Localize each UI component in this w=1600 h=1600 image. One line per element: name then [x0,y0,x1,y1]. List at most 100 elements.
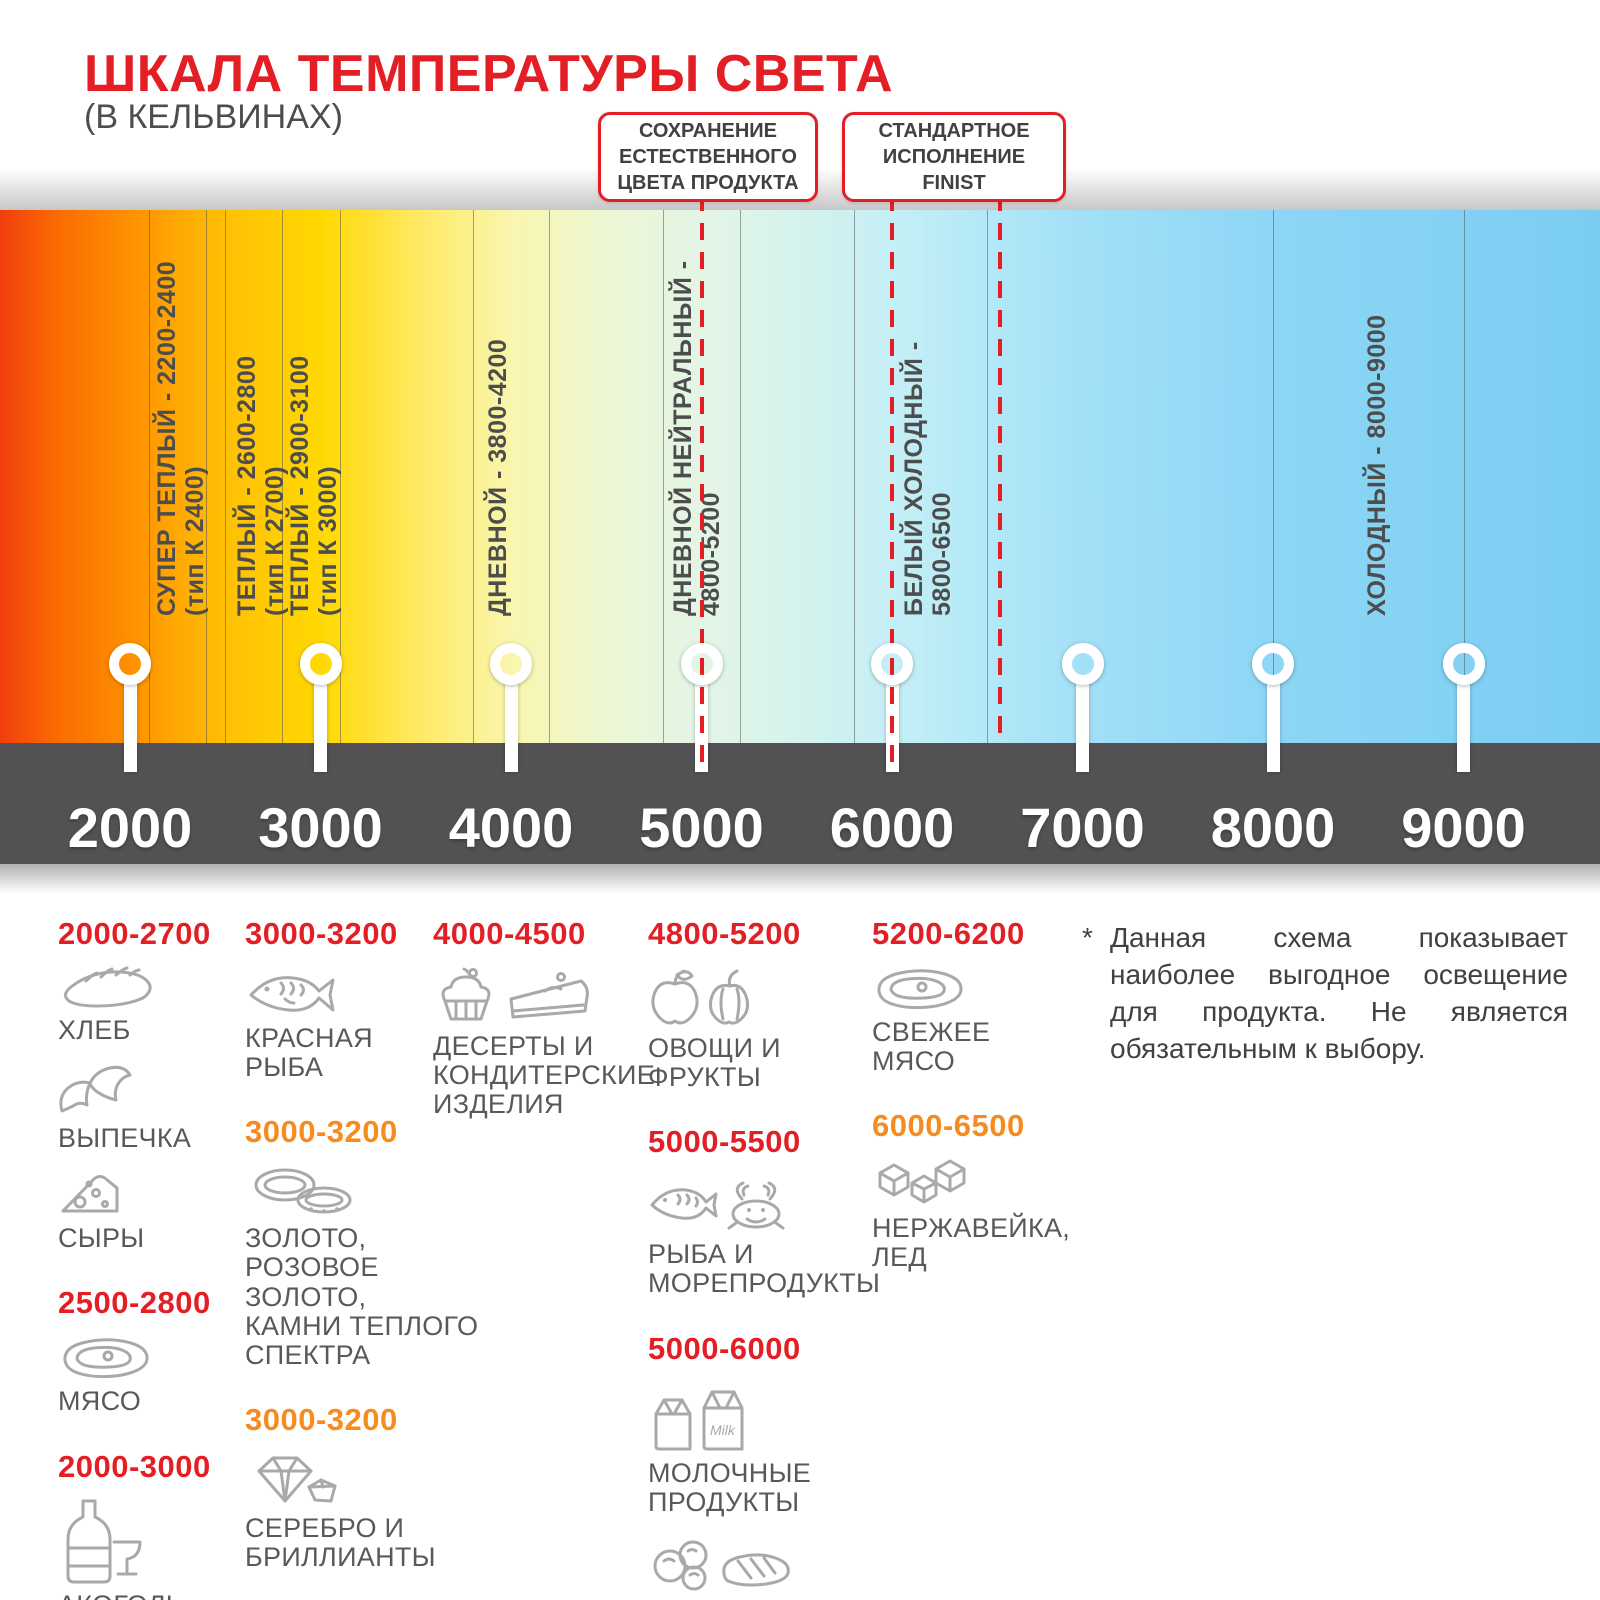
legend-item: РЫБА И МОРЕПРОДУКТЫ [648,1173,958,1298]
legend-item: АКОГОЛЬ [58,1498,238,1600]
legend-block: 2500-2800 МЯСО [58,1287,238,1416]
scale-gridline [225,210,227,743]
tick-label: 3000 [258,796,383,859]
tick-stem [1266,681,1280,772]
tick-stem [504,681,518,772]
tick-label: 5000 [639,796,764,859]
item-label: НЕРЖАВЕЙКА, ЛЕД [872,1213,1071,1273]
alcohol-icon [58,1498,238,1584]
tick-stem [123,681,137,772]
scale-gridline [1273,210,1274,743]
legend-block: 3000-3200 КРАСНАЯ РЫБА [245,918,485,1082]
diamonds-icon [245,1451,485,1507]
tick-ring [299,643,342,685]
legend-block: 5000-6000 Milk МОЛОЧНЫЕ ПРОДУКТЫ ЗАМОРОЖЕНН… [648,1333,958,1600]
legend-item: ХЛЕБ [58,965,238,1045]
footnote-text: Данная схема показывает наиболее выгодно… [1110,922,1568,1064]
tick-label: 8000 [1210,796,1336,859]
scale-gridline [1463,210,1465,743]
legend-column: 4000-4500 ДЕСЕРТЫ И КОНДИТЕРСКИЕ ИЗДЕЛИЯ [433,918,656,1153]
callout-finist-standard: СТАНДАРТНОЕ ИСПОЛНЕНИЕ FINIST [842,112,1066,202]
item-label: ВЫПЕЧКА [58,1123,192,1154]
callout-leg [890,194,894,772]
item-label: РЫБА И МОРЕПРОДУКТЫ [648,1239,881,1299]
scale-gridline [739,210,741,743]
tick-ring [490,643,532,685]
legend-block: 5000-5500 РЫБА И МОРЕПРОДУКТЫ [648,1126,958,1298]
range-heading: 6000-6500 [872,1108,1025,1144]
svg-text:Milk: Milk [710,1422,736,1438]
item-label: ЗАМОРОЖЕННЫЕ ПОЛУФАБРИКАТЫ [648,1597,958,1600]
legend-block: 2000-3000 АКОГОЛЬ [58,1451,238,1600]
legend-item: СЕРЕБРО И БРИЛЛИАНТЫ [245,1451,485,1572]
steak-icon [872,965,1087,1011]
page-subtitle: (В КЕЛЬВИНАХ) [84,98,343,136]
legend-item: ЗОЛОТО, РОЗОВОЕ ЗОЛОТО, КАМНИ ТЕПЛОГО СП… [245,1163,485,1370]
item-label: ХЛЕБ [58,1015,131,1045]
legend-item: СЫРЫ [58,1169,238,1253]
legend-column: 5200-6200 СВЕЖЕЕ МЯСО 6000-6500 НЕРЖАВЕЙКА,… [872,918,1087,1307]
tick-stem [1076,681,1089,772]
item-label: АКОГОЛЬ [58,1590,238,1600]
desserts-icon [433,965,648,1025]
bread-icon [58,965,238,1009]
steak-icon [58,1334,238,1380]
tick-ring [1252,643,1294,685]
item-label: ОВОЩИ И ФРУКТЫ [648,1033,781,1093]
tick-ring [680,643,723,685]
tick-ring [1442,643,1485,685]
scale-gridline [853,210,855,743]
legend-item: НЕРЖАВЕЙКА, ЛЕД [872,1157,1087,1272]
scale-gridline [149,210,151,743]
legend-item: МЯСО [58,1334,238,1416]
croissant-icon [58,1061,238,1117]
legend-block: 6000-6500 НЕРЖАВЕЙКА, ЛЕД [872,1110,1087,1272]
band-label: СУПЕР ТЕПЛЫЙ - 2200-2400 (тип К 2400) [152,260,209,616]
kelvin-gradient-strip [0,210,1600,743]
legend-item: Milk МОЛОЧНЫЕ ПРОДУКТЫ [648,1380,958,1517]
tick-ring [871,643,913,685]
range-heading: 5000-6000 [648,1330,801,1366]
band-label: ДНЕВНОЙ НЕЙТРАЛЬНЫЙ - 4800-5200 [669,260,726,616]
item-label: МЯСО [58,1386,142,1417]
item-label: ДЕСЕРТЫ И КОНДИТЕРСКИЕ ИЗДЕЛИЯ [433,1031,656,1120]
legend-column: 3000-3200 КРАСНАЯ РЫБА 3000-3200 ЗОЛОТО, РО… [245,918,485,1600]
legend-item: ЗАМОРОЖЕННЫЕ ПОЛУФАБРИКАТЫ [648,1533,958,1600]
scale-gridline [987,210,989,743]
range-heading: 5000-5500 [648,1124,801,1160]
seafood-icon [648,1173,958,1233]
tick-label: 7000 [1020,796,1145,859]
legend-block: 4800-5200 ОВОЩИ И ФРУКТЫ [648,918,958,1092]
item-label: МОЛОЧНЫЕ ПРОДУКТЫ [648,1457,812,1517]
range-heading: 4800-5200 [648,916,801,951]
scale-gridline [339,210,341,743]
legend-item: ОВОЩИ И ФРУКТЫ [648,965,958,1092]
item-label: СЕРЕБРО И БРИЛЛИАНТЫ [245,1513,436,1573]
footnote: * Данная схема показывает наиболее выгод… [1082,920,1568,1068]
legend-column: 4800-5200 ОВОЩИ И ФРУКТЫ 5000-5500 РЫБА И М… [648,918,958,1600]
item-label: ЗОЛОТО, РОЗОВОЕ ЗОЛОТО, КАМНИ ТЕПЛОГО СП… [245,1223,479,1370]
produce-icon [648,965,958,1027]
milk-icon: Milk [648,1380,958,1452]
legend-block: 5200-6200 СВЕЖЕЕ МЯСО [872,918,1087,1076]
ice-icon [872,1157,1087,1207]
band-label: ТЕПЛЫЙ - 2600-2800 (тип К 2700) [232,355,289,616]
band-label: ДНЕВНОЙ - 3800-4200 [484,338,513,616]
legend-block: 3000-3200 ЗОЛОТО, РОЗОВОЕ ЗОЛОТО, КАМНИ Т… [245,1116,485,1370]
scale-gridline [663,210,665,743]
cheese-icon [58,1169,238,1217]
range-heading: 3000-3200 [245,1114,398,1150]
range-heading: 2000-2700 [58,916,211,951]
scale-gridline [549,210,551,743]
page-title: ШКАЛА ТЕМПЕРАТУРЫ СВЕТА [84,45,894,103]
legend-block: 4000-4500 ДЕСЕРТЫ И КОНДИТЕРСКИЕ ИЗДЕЛИЯ [433,918,656,1120]
legend-item: СВЕЖЕЕ МЯСО [872,965,1087,1076]
legend-column: 2000-2700 ХЛЕБ ВЫПЕЧКА СЫРЫ 2500-2800 МЯСО 200… [58,918,238,1600]
band-label: БЕЛЫЙ ХОЛОДНЫЙ - 5800-6500 [899,341,956,616]
legend-item: ДЕСЕРТЫ И КОНДИТЕРСКИЕ ИЗДЕЛИЯ [433,965,656,1120]
frozen-icon [648,1533,958,1591]
range-heading: 3000-3200 [245,916,398,951]
item-label: СВЕЖЕЕ МЯСО [872,1017,991,1077]
band-label: ХОЛОДНЫЙ - 8000-9000 [1362,314,1391,616]
